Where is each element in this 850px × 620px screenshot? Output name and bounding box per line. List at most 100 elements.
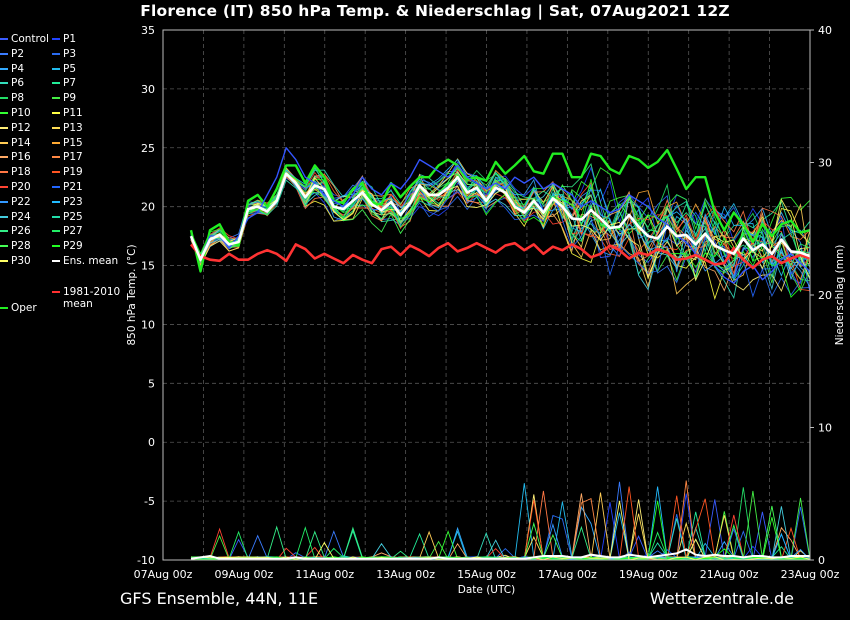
legend-swatch xyxy=(52,126,60,129)
legend-label: P23 xyxy=(63,195,83,208)
legend-item: P4 xyxy=(0,63,24,75)
x-tick-label: 07Aug 00z xyxy=(134,568,193,581)
legend-label: P24 xyxy=(11,210,31,223)
legend-swatch xyxy=(52,112,60,114)
ens-member-line xyxy=(190,158,811,275)
y2-axis-label: Niederschlag (mm) xyxy=(834,245,846,346)
chart-title: Florence (IT) 850 hPa Temp. & Niederschl… xyxy=(140,2,730,20)
legend-label: P21 xyxy=(63,181,83,193)
legend-swatch xyxy=(0,82,8,85)
legend-swatch xyxy=(0,215,8,218)
main-series xyxy=(189,147,811,560)
y-tick-label: 25 xyxy=(141,142,155,155)
legend-swatch xyxy=(52,52,60,55)
legend-swatch xyxy=(0,186,8,188)
legend-swatch xyxy=(52,200,60,203)
legend-swatch xyxy=(0,230,8,233)
legend-swatch xyxy=(0,200,8,203)
legend-item: P28 xyxy=(0,240,31,252)
legend-label: P10 xyxy=(11,107,31,119)
legend-item: P20 xyxy=(0,181,31,193)
legend-label: P8 xyxy=(11,92,25,105)
legend-item: P27 xyxy=(52,225,83,237)
legend-swatch xyxy=(52,97,60,100)
legend-swatch xyxy=(0,38,8,40)
legend-item: P23 xyxy=(52,196,83,208)
legend-label: P26 xyxy=(11,225,31,238)
y-tick-label: 0 xyxy=(148,436,155,449)
legend-item: P24 xyxy=(0,211,31,223)
legend-label: P18 xyxy=(11,166,31,179)
legend-swatch xyxy=(0,307,8,310)
y-axis-label: 850 hPa Temp. (°C) xyxy=(126,244,138,345)
legend-label: P2 xyxy=(11,47,25,60)
legend-label: P7 xyxy=(63,77,77,90)
legend-label: P28 xyxy=(11,240,31,253)
legend-label: Oper xyxy=(11,302,37,315)
ens-member-line xyxy=(190,172,811,298)
legend-swatch xyxy=(52,156,60,159)
x-tick-label: 15Aug 00z xyxy=(457,568,516,581)
legend-item: P22 xyxy=(0,196,31,208)
legend-item: P12 xyxy=(0,122,31,134)
x-tick-label: 11Aug 00z xyxy=(295,568,354,581)
axes: -10 -5 0 5 10 15 20 25 30 35 0 10 20 30 40 07Aug 00z 09A… xyxy=(126,24,846,596)
legend-item: P9 xyxy=(52,92,76,104)
legend-label: P1 xyxy=(63,33,77,45)
legend-item: P14 xyxy=(0,137,31,149)
y-tick-label: 20 xyxy=(141,201,155,214)
legend-swatch xyxy=(52,67,60,70)
legend-label: P4 xyxy=(11,62,25,75)
legend-item: P16 xyxy=(0,151,31,163)
legend-swatch xyxy=(0,52,8,55)
x-tick-label: 17Aug 00z xyxy=(538,568,597,581)
ens-member-line xyxy=(190,175,811,282)
legend-label: P12 xyxy=(11,121,31,134)
legend-item: P21 xyxy=(52,181,83,193)
series-ens-mean xyxy=(189,172,811,262)
legend-item: P6 xyxy=(0,77,24,89)
y-tick-label: -5 xyxy=(144,495,155,508)
legend-label: P14 xyxy=(11,136,31,149)
y2-tick-label: 0 xyxy=(818,554,825,567)
x-tick-label: 09Aug 00z xyxy=(215,568,274,581)
x-axis-label: Date (UTC) xyxy=(458,584,515,596)
y-tick-label: 5 xyxy=(148,377,155,390)
legend-item: Oper xyxy=(0,302,37,314)
legend-item: P2 xyxy=(0,48,24,60)
legend-item: P3 xyxy=(52,48,76,60)
legend-label: P6 xyxy=(11,77,25,90)
legend-swatch xyxy=(52,291,60,294)
precip-mean-line xyxy=(190,548,810,560)
legend-item: P18 xyxy=(0,166,31,178)
legend-label: P22 xyxy=(11,195,31,208)
legend-swatch xyxy=(0,126,8,129)
legend-item: 1981-2010 mean xyxy=(52,286,120,310)
legend-label: P16 xyxy=(11,151,31,164)
legend-swatch xyxy=(52,230,60,233)
x-tick-label: 19Aug 00z xyxy=(619,568,678,581)
legend-swatch xyxy=(52,38,60,40)
legend-label: Ens. mean xyxy=(63,255,119,267)
legend-label: P17 xyxy=(63,151,83,164)
y2-tick-label: 20 xyxy=(818,289,832,302)
legend-swatch xyxy=(0,171,8,174)
y-tick-label: 30 xyxy=(141,83,155,96)
legend-label: Control xyxy=(11,33,49,45)
legend-swatch xyxy=(0,112,8,114)
legend-item: P25 xyxy=(52,211,83,223)
legend-label: 1981-2010 mean xyxy=(63,286,121,311)
legend-label: P30 xyxy=(11,255,31,267)
legend-label: P15 xyxy=(63,136,83,149)
y-tick-label: -10 xyxy=(137,554,155,567)
legend-label: P3 xyxy=(63,47,77,60)
legend-label: P11 xyxy=(63,107,83,119)
legend-swatch xyxy=(52,245,60,248)
legend-swatch xyxy=(52,186,60,188)
legend-item: P10 xyxy=(0,107,31,119)
series-oper xyxy=(189,148,811,273)
legend-swatch xyxy=(0,97,8,100)
legend-swatch xyxy=(52,171,60,174)
legend-item: P7 xyxy=(52,77,76,89)
